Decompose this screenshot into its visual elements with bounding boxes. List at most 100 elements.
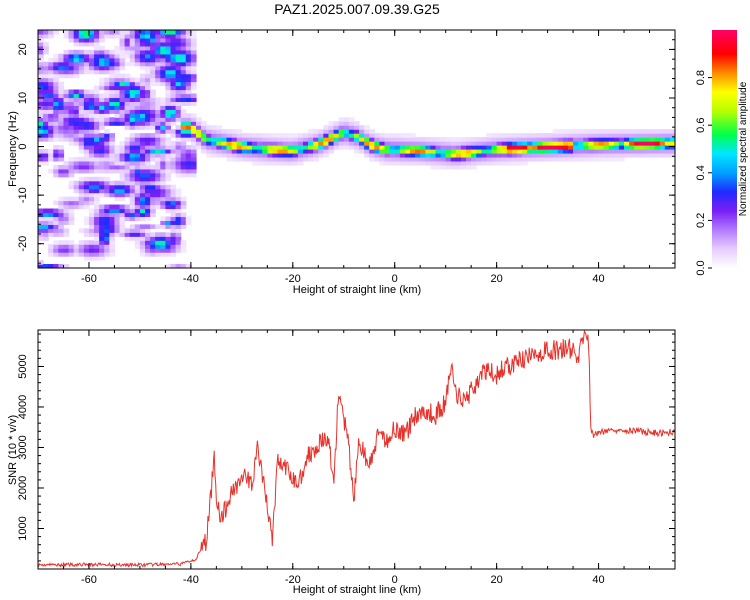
heatmap-cell bbox=[195, 137, 202, 142]
heatmap-cell bbox=[175, 160, 182, 166]
heatmap-cell bbox=[43, 264, 49, 268]
heatmap-cell bbox=[425, 137, 431, 142]
heatmap-cell bbox=[48, 264, 54, 268]
heatmap-cell bbox=[53, 101, 59, 106]
heatmap-cell bbox=[78, 244, 85, 249]
heatmap-cell bbox=[114, 196, 121, 202]
heatmap-cell bbox=[160, 176, 166, 182]
heatmap-cell bbox=[68, 184, 75, 190]
heatmap-cell bbox=[150, 172, 156, 178]
heatmap-cell bbox=[588, 133, 595, 138]
heatmap-cell bbox=[410, 152, 416, 158]
heatmap-cell bbox=[180, 160, 187, 166]
heatmap-cell bbox=[78, 160, 85, 166]
heatmap-cell bbox=[328, 129, 335, 134]
heatmap-cell bbox=[155, 69, 161, 75]
heatmap-cell bbox=[160, 109, 166, 114]
heatmap-cell bbox=[318, 133, 324, 138]
heatmap-cell bbox=[170, 145, 177, 150]
heatmap-cell bbox=[399, 152, 406, 158]
heatmap-cell bbox=[124, 164, 131, 170]
heatmap-cell bbox=[155, 244, 161, 249]
heatmap-cell bbox=[246, 156, 253, 162]
heatmap-cell bbox=[53, 156, 59, 162]
heatmap-cell bbox=[73, 244, 80, 249]
heatmap-cell bbox=[160, 252, 166, 257]
heatmap-cell bbox=[63, 121, 70, 126]
heatmap-cell bbox=[134, 141, 141, 146]
heatmap-cell bbox=[68, 101, 75, 106]
heatmap-cell bbox=[129, 196, 136, 202]
heatmap-cell bbox=[63, 97, 70, 102]
heatmap-cell bbox=[43, 224, 49, 229]
heatmap-cell bbox=[124, 172, 131, 178]
heatmap-cell bbox=[109, 30, 116, 35]
heatmap-cell bbox=[175, 33, 182, 39]
heatmap-cell bbox=[119, 57, 126, 63]
heatmap-cell bbox=[150, 109, 156, 114]
heatmap-cell bbox=[180, 81, 187, 87]
heatmap-cell bbox=[252, 145, 258, 150]
heatmap-cell bbox=[506, 141, 513, 146]
snr-x-tick-label: -20 bbox=[285, 574, 301, 586]
heatmap-cell bbox=[608, 133, 615, 138]
heatmap-cell bbox=[659, 145, 666, 150]
heatmap-cell bbox=[104, 188, 110, 194]
heatmap-cell bbox=[99, 244, 105, 249]
heatmap-cell bbox=[547, 133, 554, 138]
heatmap-cell bbox=[501, 137, 508, 142]
heatmap-cell bbox=[73, 30, 80, 35]
heatmap-cell bbox=[440, 145, 447, 150]
heatmap-cell bbox=[241, 156, 248, 162]
heatmap-cell bbox=[150, 69, 156, 75]
heatmap-cell bbox=[165, 81, 172, 87]
heatmap-cell bbox=[150, 97, 156, 102]
heatmap-cell bbox=[68, 164, 75, 170]
heatmap-cell bbox=[165, 61, 172, 67]
heatmap-cell bbox=[43, 81, 49, 87]
heatmap-cell bbox=[124, 145, 131, 150]
heatmap-cell bbox=[450, 145, 457, 150]
heatmap-cell bbox=[211, 149, 217, 154]
heatmap-cell bbox=[420, 160, 426, 166]
heatmap-cell bbox=[48, 208, 54, 214]
heatmap-cell bbox=[460, 160, 467, 166]
heatmap-cell bbox=[78, 30, 85, 35]
heatmap-cell bbox=[73, 252, 80, 257]
heatmap-cell bbox=[613, 145, 620, 150]
heatmap-cell bbox=[124, 45, 131, 51]
heatmap-cell bbox=[180, 57, 187, 63]
heatmap-cell bbox=[257, 152, 263, 158]
heatmap-cell bbox=[160, 45, 166, 51]
heatmap-cell bbox=[94, 85, 100, 91]
heatmap-cell bbox=[134, 184, 141, 190]
heatmap-cell bbox=[94, 93, 100, 99]
heatmap-cell bbox=[160, 133, 166, 138]
heatmap-cell bbox=[246, 149, 253, 154]
heatmap-cell bbox=[343, 129, 350, 134]
heatmap-cell bbox=[287, 141, 294, 146]
heatmap-cell bbox=[185, 216, 192, 221]
heatmap-cell bbox=[537, 156, 544, 162]
heatmap-cell bbox=[155, 164, 161, 170]
heatmap-cell bbox=[175, 69, 182, 75]
heatmap-cell bbox=[272, 149, 279, 154]
heatmap-cell bbox=[145, 121, 151, 126]
heatmap-cell bbox=[68, 53, 75, 59]
heatmap-cell bbox=[613, 152, 620, 158]
heatmap-cell bbox=[139, 81, 146, 87]
heatmap-cell bbox=[139, 149, 146, 154]
heatmap-cell bbox=[109, 224, 116, 229]
heatmap-cell bbox=[608, 145, 615, 150]
heatmap-cell bbox=[139, 97, 146, 102]
heatmap-cell bbox=[272, 141, 279, 146]
heatmap-cell bbox=[124, 160, 131, 166]
heatmap-cell bbox=[664, 152, 671, 158]
heatmap-cell bbox=[119, 168, 126, 174]
heatmap-cell bbox=[88, 53, 95, 59]
heatmap-cell bbox=[588, 129, 595, 134]
heatmap-cell bbox=[145, 228, 151, 233]
heatmap-cell bbox=[150, 252, 156, 257]
heatmap-cell bbox=[435, 137, 442, 142]
heatmap-cell bbox=[58, 172, 65, 178]
